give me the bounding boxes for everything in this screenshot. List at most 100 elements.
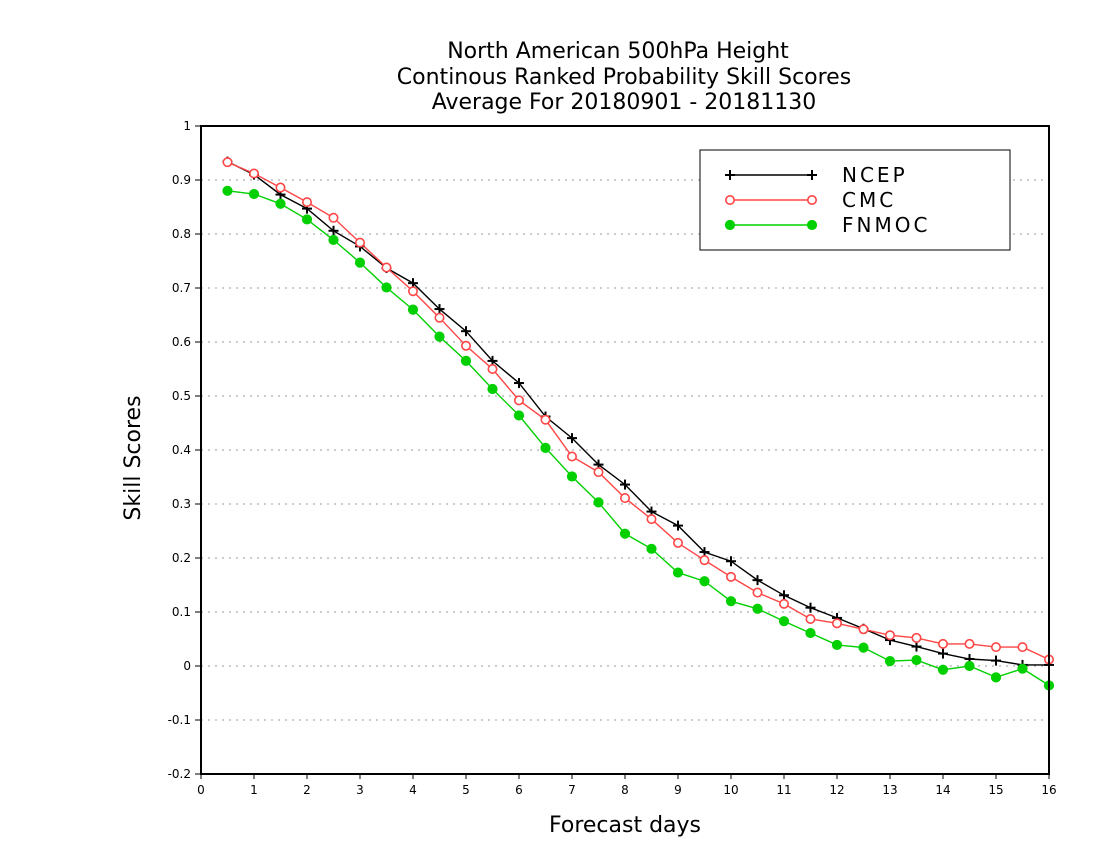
y-tick-label: 0.1 xyxy=(172,605,191,619)
data-point-cmc xyxy=(328,212,339,223)
series-line-fnmoc xyxy=(227,190,1050,686)
data-point-fnmoc xyxy=(699,576,710,587)
data-point-fnmoc xyxy=(513,410,525,421)
data-point-cmc xyxy=(805,614,816,625)
data-point-fnmoc xyxy=(646,543,657,554)
legend-marker-ncep xyxy=(725,170,735,180)
data-point-cmc xyxy=(460,340,471,351)
data-point-fnmoc xyxy=(328,234,339,246)
grid-lines xyxy=(201,179,1049,721)
y-axis-ticks: 1 0.9 0.8 0.7 0.6 0.5 0.4 0.3 0.2 0.1 0 -0.1 -0.2 xyxy=(168,119,201,781)
data-point-cmc xyxy=(593,467,604,478)
data-point-cmc xyxy=(434,312,445,323)
x-tick-label: 13 xyxy=(882,783,897,797)
series-ncep xyxy=(222,156,1054,670)
x-tick-label: 10 xyxy=(723,783,738,797)
x-tick-label: 9 xyxy=(674,783,682,797)
x-tick-label: 16 xyxy=(1041,783,1056,797)
legend-marker-fnmoc xyxy=(724,219,736,231)
y-axis-label: Skill Scores xyxy=(121,395,146,520)
data-point-ncep xyxy=(911,641,922,652)
data-point-fnmoc xyxy=(778,616,790,627)
title-line-2: Continous Ranked Probability Skill Score… xyxy=(397,65,851,90)
data-point-fnmoc xyxy=(752,603,763,614)
legend-marker-ncep xyxy=(807,170,817,180)
data-point-cmc xyxy=(778,598,789,609)
y-tick-label: 0.5 xyxy=(172,389,191,403)
series-line-ncep xyxy=(227,160,1049,666)
data-point-cmc xyxy=(990,642,1001,653)
data-point-ncep xyxy=(779,590,789,601)
y-tick-label: 0 xyxy=(183,659,191,673)
data-point-cmc xyxy=(540,414,551,425)
data-point-fnmoc xyxy=(407,304,419,315)
data-point-cmc xyxy=(646,514,657,525)
title-line-1: North American 500hPa Height xyxy=(447,39,789,64)
y-tick-label: 0.6 xyxy=(172,335,191,349)
data-point-fnmoc xyxy=(434,331,445,342)
x-tick-label: 11 xyxy=(776,783,791,797)
data-point-ncep xyxy=(620,479,630,490)
data-point-ncep xyxy=(673,520,683,531)
data-point-cmc xyxy=(249,168,260,179)
data-point-cmc xyxy=(964,638,975,649)
data-point-fnmoc xyxy=(222,185,233,196)
data-point-fnmoc xyxy=(858,642,869,653)
data-point-cmc xyxy=(513,395,524,406)
x-tick-label: 15 xyxy=(988,783,1003,797)
data-point-fnmoc xyxy=(566,471,578,482)
data-point-fnmoc xyxy=(301,214,313,225)
data-point-fnmoc xyxy=(937,664,949,675)
y-tick-label: 0.8 xyxy=(172,227,191,241)
y-tick-label: 0.2 xyxy=(172,551,191,565)
data-point-fnmoc xyxy=(593,497,604,508)
legend-label-cmc: CMC xyxy=(842,188,896,212)
data-point-cmc xyxy=(752,587,763,598)
data-point-fnmoc xyxy=(275,198,286,209)
data-point-fnmoc xyxy=(354,257,366,268)
data-point-ncep xyxy=(461,326,471,337)
data-point-fnmoc xyxy=(725,596,737,607)
data-point-cmc xyxy=(275,182,286,193)
x-tick-label: 1 xyxy=(250,783,258,797)
y-tick-label: 0.9 xyxy=(172,173,191,187)
data-point-cmc xyxy=(222,157,233,168)
data-point-fnmoc xyxy=(805,627,816,639)
legend-marker-cmc xyxy=(806,195,817,206)
data-point-ncep xyxy=(991,655,1001,666)
data-point-ncep xyxy=(726,556,736,567)
x-axis-label: Forecast days xyxy=(549,813,701,838)
title-line-3: Average For 20180901 - 20181130 xyxy=(432,90,817,115)
data-point-fnmoc xyxy=(487,383,498,395)
data-point-cmc xyxy=(858,624,869,635)
data-point-cmc xyxy=(381,262,392,273)
x-tick-label: 2 xyxy=(303,783,311,797)
data-point-cmc xyxy=(619,493,630,504)
data-point-cmc xyxy=(566,451,577,462)
x-tick-label: 12 xyxy=(829,783,844,797)
data-point-fnmoc xyxy=(831,639,843,651)
data-point-cmc xyxy=(672,537,683,548)
x-tick-label: 3 xyxy=(356,783,364,797)
data-point-ncep xyxy=(434,304,445,315)
data-point-fnmoc xyxy=(990,672,1002,683)
data-point-fnmoc xyxy=(911,654,922,666)
data-point-fnmoc xyxy=(884,656,896,667)
x-tick-label: 7 xyxy=(568,783,576,797)
x-axis-ticks: 0 1 2 3 4 5 6 7 8 9 10 11 12 13 14 15 16 xyxy=(197,774,1057,797)
data-point-fnmoc xyxy=(381,282,392,293)
data-point-ncep xyxy=(328,225,339,236)
data-point-fnmoc xyxy=(248,188,260,200)
data-point-cmc xyxy=(407,286,418,297)
chart-title: North American 500hPa Height Continous R… xyxy=(397,39,851,115)
y-tick-label: 0.4 xyxy=(172,443,191,457)
data-point-fnmoc xyxy=(672,567,684,578)
y-tick-label: 0.7 xyxy=(172,281,191,295)
data-point-cmc xyxy=(937,638,948,649)
data-point-fnmoc xyxy=(619,528,631,539)
x-tick-label: 5 xyxy=(462,783,470,797)
data-point-cmc xyxy=(301,197,312,208)
data-point-cmc xyxy=(831,618,842,629)
data-point-cmc xyxy=(487,363,498,374)
